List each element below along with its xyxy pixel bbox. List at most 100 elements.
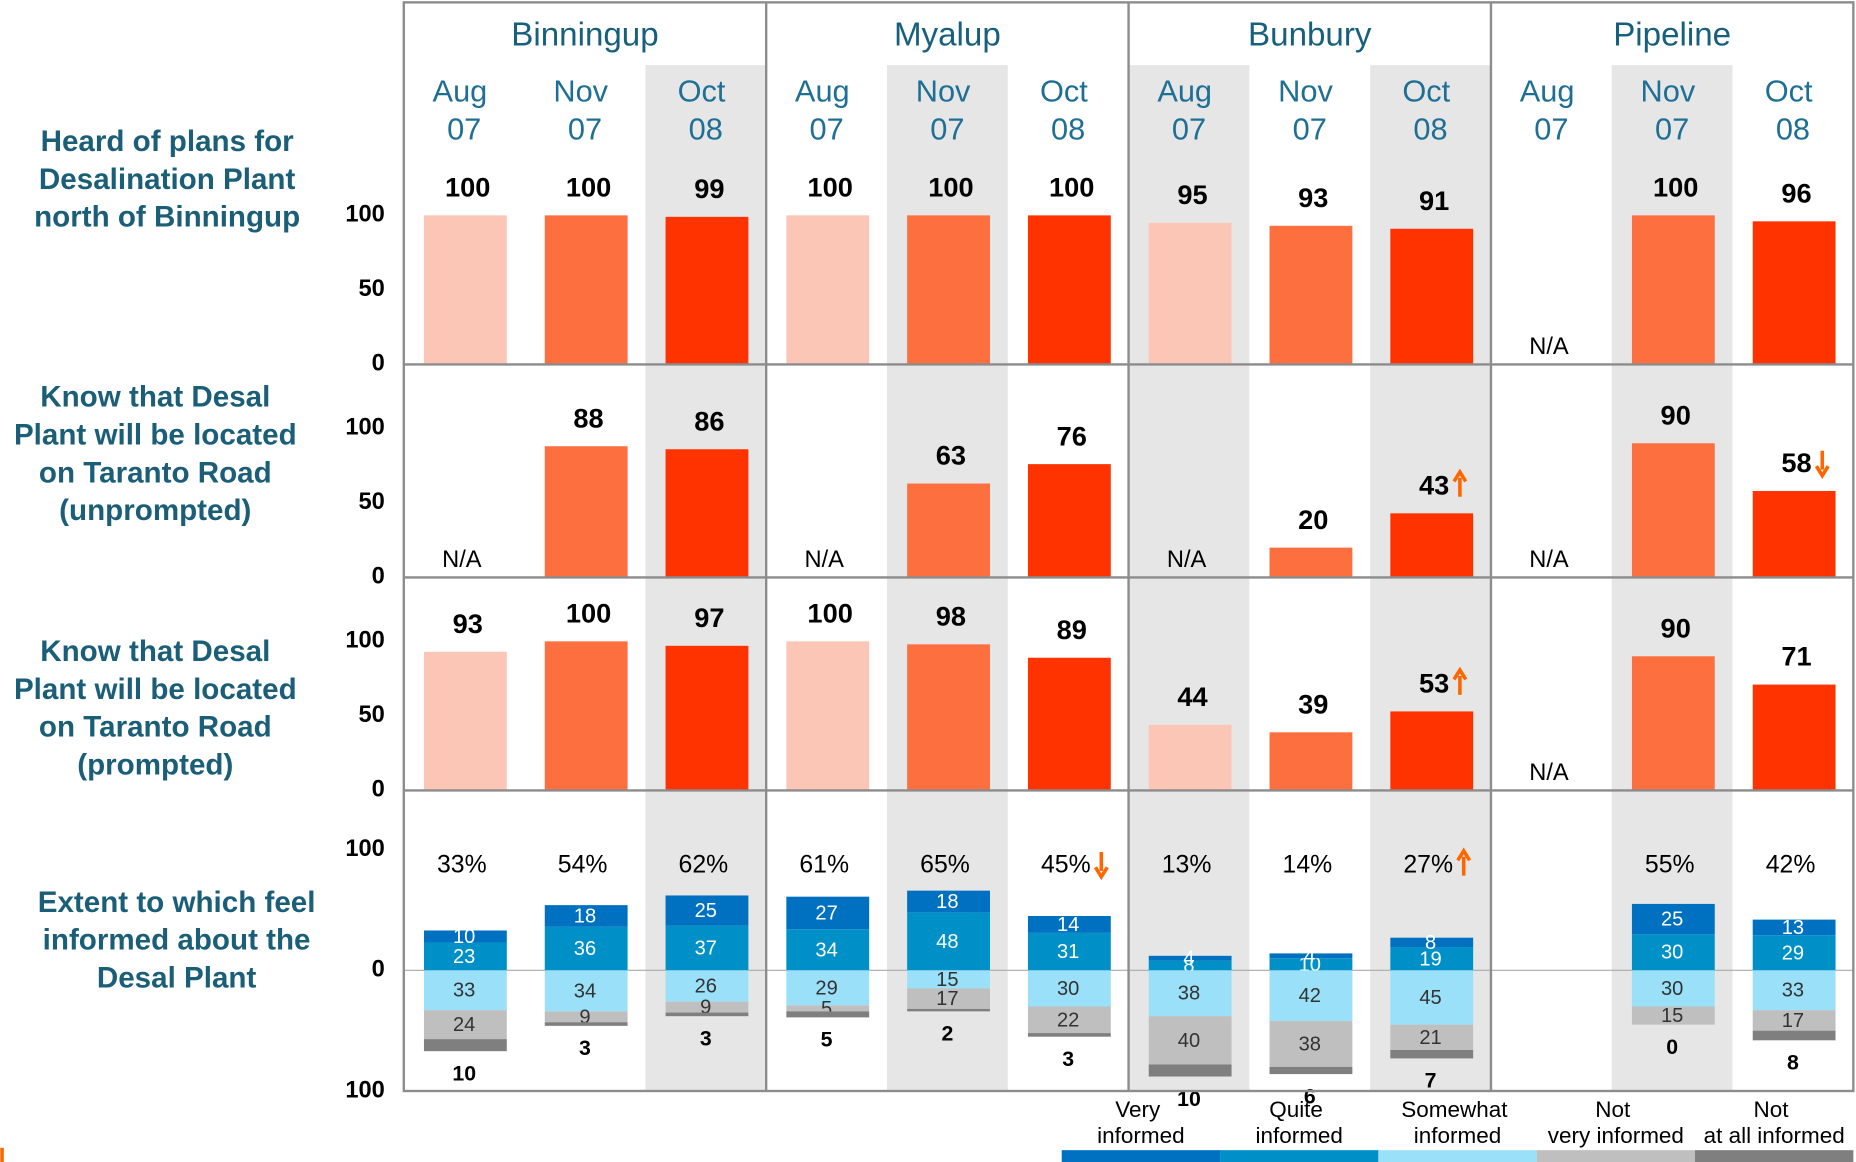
period-label: Aug 07 [433, 74, 496, 147]
total-label: 42% [1766, 852, 1816, 879]
segment-label: 3 [579, 1036, 591, 1060]
segment-label: 29 [815, 977, 837, 999]
row-label: Plant will be located [14, 673, 297, 706]
y-tick-label: 0 [372, 564, 385, 590]
segment [665, 970, 749, 1002]
significance-arrow [1452, 666, 1468, 695]
segment [423, 942, 507, 971]
significance-key [0, 1147, 4, 1162]
bar [1390, 711, 1474, 791]
total-label: 55% [1645, 852, 1695, 879]
total-label: 27% [1403, 852, 1453, 879]
bar [544, 215, 628, 365]
na-label: N/A [804, 547, 844, 573]
segment [665, 895, 749, 926]
bar [907, 215, 990, 365]
segment-label: 15 [1661, 1005, 1683, 1027]
segment [907, 912, 990, 971]
segment-label: 36 [574, 938, 596, 960]
bar [1148, 724, 1232, 791]
segment-label: 29 [1782, 942, 1804, 964]
segment [1269, 1020, 1353, 1067]
na-label: N/A [1529, 334, 1569, 360]
segment-label: 33 [453, 980, 475, 1002]
segment-label: 21 [1419, 1027, 1441, 1049]
segment-label: 48 [936, 931, 958, 953]
segment-label: 10 [1299, 954, 1321, 976]
segment-label: 45 [1419, 987, 1441, 1009]
na-label: N/A [1529, 547, 1569, 573]
segment [1269, 953, 1353, 959]
segment [1269, 958, 1353, 971]
bar [1269, 225, 1353, 365]
segment-label: 33 [1782, 980, 1804, 1002]
segment [1148, 1064, 1232, 1077]
segment [423, 930, 507, 943]
segment-label: 23 [453, 946, 475, 968]
segment [1027, 1006, 1111, 1034]
bar [423, 215, 507, 365]
segment [1269, 970, 1353, 1021]
bar [1027, 657, 1111, 791]
period-label: Nov 07 [1641, 74, 1704, 147]
value-label: 100 [566, 598, 611, 629]
segment-label: 30 [1661, 978, 1683, 1000]
period-label: Nov 07 [916, 74, 979, 147]
group-header: Binningup [511, 16, 658, 53]
total-label: 45% [1041, 852, 1091, 879]
segment [1390, 970, 1474, 1025]
segment-label: 4 [1304, 945, 1315, 967]
segment-label: 38 [1178, 983, 1200, 1005]
segment [1148, 955, 1232, 961]
row-label: on Taranto Road [39, 456, 272, 489]
bar [1752, 221, 1836, 365]
segment [1027, 932, 1111, 971]
y-tick-label: 50 [359, 489, 385, 515]
bar [544, 641, 628, 791]
segment-label: 9 [700, 997, 711, 1019]
bar [907, 644, 990, 791]
segment [665, 1001, 749, 1013]
value-label: 43 [1419, 469, 1449, 500]
total-label: 14% [1283, 852, 1333, 879]
segment-label: 0 [1666, 1035, 1678, 1059]
significance-arrow [1814, 450, 1830, 479]
bar [1269, 547, 1353, 578]
total-label: 54% [558, 852, 608, 879]
segment [786, 896, 870, 930]
bar [1390, 228, 1474, 365]
segment [907, 970, 990, 989]
bar [1631, 656, 1715, 791]
y-tick-label: 100 [345, 628, 384, 654]
segment-label: 18 [574, 905, 596, 927]
y-tick-label: 50 [359, 702, 385, 728]
value-label: 39 [1298, 688, 1328, 719]
segment [423, 1039, 507, 1052]
bar [786, 641, 870, 791]
value-label: 90 [1661, 612, 1691, 643]
bar [423, 651, 507, 791]
total-label: 13% [1162, 852, 1212, 879]
bar [665, 645, 749, 791]
value-label: 100 [566, 172, 611, 203]
total-label: 65% [920, 852, 970, 879]
segment [1390, 1049, 1474, 1059]
y-tick-label: 0 [372, 351, 385, 377]
significance-arrow [1093, 851, 1109, 881]
legend-swatch [1695, 1150, 1854, 1162]
bar [1631, 215, 1715, 365]
segment-label: 9 [579, 1006, 590, 1028]
period-label: Aug 07 [1520, 74, 1583, 147]
row-label: (prompted) [77, 749, 233, 782]
total-label: 62% [679, 852, 729, 879]
segment [1752, 935, 1836, 971]
value-label: 100 [807, 172, 852, 203]
segment-label: 8 [1787, 1051, 1799, 1075]
y-tick-label: 50 [359, 276, 385, 302]
segment-label: 7 [1425, 1069, 1437, 1093]
period-label: Nov 07 [1278, 74, 1341, 147]
bar [1269, 732, 1353, 791]
segment [1148, 970, 1232, 1017]
bar [1027, 464, 1111, 578]
value-label: 96 [1781, 177, 1811, 208]
